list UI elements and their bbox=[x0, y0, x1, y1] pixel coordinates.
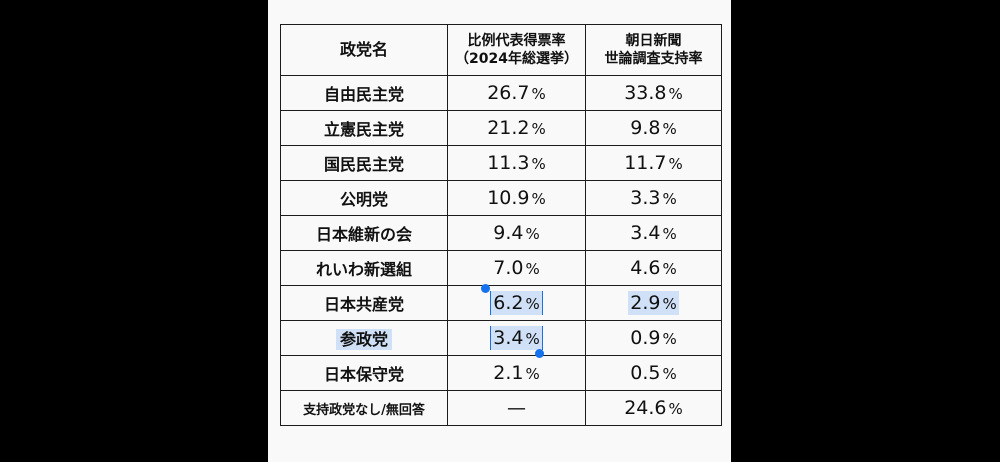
table-row: 日本保守党 2.1% 0.5% bbox=[280, 355, 722, 391]
pr-cell[interactable]: 3.4% bbox=[447, 320, 586, 358]
selection-highlight: 参政党 bbox=[335, 329, 392, 350]
pr-cell[interactable]: 2.1% bbox=[447, 355, 586, 391]
table-row: 公明党 10.9% 3.3% bbox=[280, 180, 722, 216]
pr-cell[interactable]: 9.4% bbox=[447, 215, 586, 251]
poll-cell[interactable]: 4.6% bbox=[585, 250, 722, 286]
selection-end-handle[interactable] bbox=[535, 349, 544, 358]
poll-cell[interactable]: 0.9% bbox=[585, 320, 722, 356]
pr-cell[interactable]: 26.7% bbox=[447, 75, 586, 111]
poll-cell[interactable]: 3.4% bbox=[585, 215, 722, 251]
party-support-table: 政党名 比例代表得票率 （2024年総選挙） 朝日新聞 世論調査支持率 自由民主… bbox=[280, 24, 722, 426]
pr-cell[interactable]: 10.9% bbox=[447, 180, 586, 216]
poll-cell[interactable]: 2.9% bbox=[585, 285, 722, 321]
selection-highlight: 6.2% bbox=[490, 291, 543, 315]
selection-highlight: 2.9% bbox=[628, 291, 679, 315]
pr-cell[interactable]: 11.3% bbox=[447, 145, 586, 181]
party-cell[interactable]: 日本共産党 bbox=[280, 285, 448, 321]
pr-cell[interactable]: 7.0% bbox=[447, 250, 586, 286]
party-cell[interactable]: 日本維新の会 bbox=[280, 215, 448, 251]
party-cell[interactable]: れいわ新選組 bbox=[280, 250, 448, 286]
selection-highlight: 3.4% bbox=[490, 326, 543, 350]
pr-cell[interactable]: 21.2% bbox=[447, 110, 586, 146]
party-cell[interactable]: 公明党 bbox=[280, 180, 448, 216]
pr-cell[interactable]: 6.2% bbox=[447, 284, 586, 321]
table-row: 参政党 3.4% 0.9% bbox=[280, 320, 722, 358]
table-row: 日本維新の会 9.4% 3.4% bbox=[280, 215, 722, 251]
party-cell[interactable]: 支持政党なし/無回答 bbox=[280, 390, 448, 426]
poll-cell[interactable]: 33.8% bbox=[585, 75, 722, 111]
party-cell[interactable]: 自由民主党 bbox=[280, 75, 448, 111]
party-cell[interactable]: 立憲民主党 bbox=[280, 110, 448, 146]
party-cell[interactable]: 参政党 bbox=[280, 320, 448, 356]
poll-support-header: 朝日新聞 世論調査支持率 bbox=[585, 24, 722, 76]
table-row: 支持政党なし/無回答 — 24.6% bbox=[280, 390, 722, 426]
party-name-header: 政党名 bbox=[280, 24, 448, 76]
pr-cell[interactable]: — bbox=[447, 390, 586, 426]
table-row: 国民民主党 11.3% 11.7% bbox=[280, 145, 722, 181]
header-row: 政党名 比例代表得票率 （2024年総選挙） 朝日新聞 世論調査支持率 bbox=[280, 24, 722, 76]
poll-cell[interactable]: 9.8% bbox=[585, 110, 722, 146]
party-cell[interactable]: 国民民主党 bbox=[280, 145, 448, 181]
table-row: れいわ新選組 7.0% 4.6% bbox=[280, 250, 722, 286]
poll-cell[interactable]: 0.5% bbox=[585, 355, 722, 391]
document-page: 政党名 比例代表得票率 （2024年総選挙） 朝日新聞 世論調査支持率 自由民主… bbox=[268, 0, 731, 462]
pr-vote-header: 比例代表得票率 （2024年総選挙） bbox=[447, 24, 586, 76]
poll-cell[interactable]: 3.3% bbox=[585, 180, 722, 216]
selection-start-handle[interactable] bbox=[481, 284, 490, 293]
table-row: 自由民主党 26.7% 33.8% bbox=[280, 75, 722, 111]
poll-cell[interactable]: 24.6% bbox=[585, 390, 722, 426]
poll-cell[interactable]: 11.7% bbox=[585, 145, 722, 181]
table-row: 立憲民主党 21.2% 9.8% bbox=[280, 110, 722, 146]
table-row: 日本共産党 6.2% 2.9% bbox=[280, 284, 722, 321]
party-cell[interactable]: 日本保守党 bbox=[280, 355, 448, 391]
